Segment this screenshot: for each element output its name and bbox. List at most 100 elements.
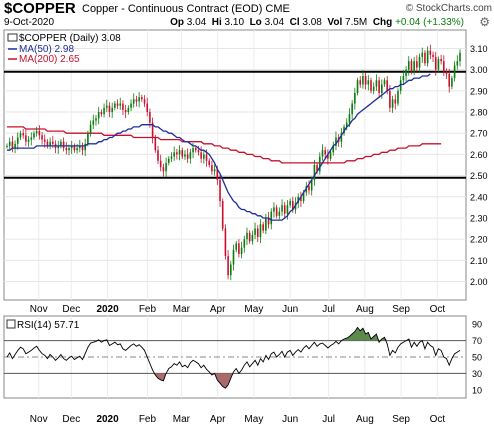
candle-body (372, 86, 375, 91)
candle-body (181, 150, 184, 157)
ma50-line (7, 73, 431, 221)
candle-body (192, 148, 194, 153)
candle-body (176, 152, 178, 155)
candle-body (119, 103, 122, 106)
candle-body (310, 179, 313, 191)
candle-body (173, 152, 175, 157)
candle-body (157, 150, 159, 161)
close-value: 3.08 (302, 17, 322, 28)
chg-value: +0.04 (+1.33%) (395, 17, 464, 28)
candle-body (386, 80, 389, 91)
candle-body (378, 80, 380, 93)
candle-body (256, 228, 259, 238)
candle-body (313, 165, 316, 180)
price-legend: $COPPER (Daily) 3.08 MA(50) 2.98 MA(200)… (7, 33, 121, 65)
candle-body (275, 207, 278, 216)
candle-body (116, 103, 119, 106)
price-grid (4, 30, 466, 300)
candle-body (278, 211, 281, 216)
candle-body (259, 224, 262, 238)
price-tick-label: 2.30 (470, 213, 488, 223)
rsi-axis: 10 30 50 70 90 (472, 320, 482, 396)
rsi-path (6, 326, 461, 389)
vol-label: Vol (327, 17, 343, 28)
candle-body (8, 141, 11, 146)
price-x-label: Mar (173, 304, 191, 315)
candle-body (124, 109, 127, 113)
candle-body (19, 133, 22, 138)
exchange-text: CME (265, 3, 290, 15)
candle-body (238, 243, 240, 254)
price-x-label: Sep (392, 304, 410, 315)
candle-body (429, 50, 432, 55)
candle-body (362, 76, 364, 85)
rsi-x-label: Oct (430, 414, 446, 425)
rsi-tick-label: 10 (472, 385, 482, 395)
candle-body (375, 80, 378, 87)
candle-body (216, 169, 219, 180)
candle-body (33, 133, 35, 138)
price-x-label: Jun (282, 304, 298, 315)
candle-body (292, 201, 294, 210)
legend-ma200: MA(200) 2.65 (19, 54, 80, 65)
candle-body (25, 135, 27, 142)
candle-body (456, 61, 459, 66)
candle-body (335, 137, 337, 146)
candle-body (211, 165, 213, 172)
candle-body (127, 107, 130, 113)
price-x-axis: Nov Dec 2020 Feb Mar Apr May Jun Jul Aug Sep Oct (30, 304, 446, 315)
candle-body (424, 52, 426, 64)
rsi-grid (4, 316, 466, 398)
rsi-tick-label: 30 (472, 369, 482, 379)
price-x-label: 2020 (96, 304, 119, 315)
description-text: Copper - Continuous Contract (EOD) (82, 3, 263, 15)
candle-body (132, 99, 135, 104)
rsi-x-label: Jul (322, 414, 335, 425)
price-panel-frame (3, 29, 467, 301)
candle-body (351, 103, 353, 115)
chart-header: $COPPER Copper - Continuous Contract (EO… (4, 0, 492, 32)
candle-body (308, 186, 310, 191)
candle-body (440, 59, 442, 62)
candle-body (141, 97, 143, 100)
candle-body (41, 135, 43, 140)
candle-body (43, 139, 46, 142)
gear-icon[interactable]: ⚙ (479, 15, 490, 29)
close-label: Cl (289, 17, 300, 28)
candle-body (265, 217, 267, 231)
candle-body (413, 61, 415, 72)
candle-body (332, 145, 335, 153)
candle-body (46, 141, 49, 146)
candle-body (167, 158, 170, 163)
candle-body (407, 61, 410, 70)
candle-body (60, 141, 62, 146)
low-label: Lo (249, 17, 262, 28)
rsi-x-label: Sep (392, 414, 410, 425)
candle-body (200, 152, 202, 159)
candle-body (232, 249, 235, 265)
candle-body (394, 99, 397, 104)
candle-body (159, 160, 162, 168)
candle-body (62, 141, 65, 149)
candle-body (114, 103, 116, 108)
candle-body (316, 165, 318, 172)
candle-body (35, 131, 38, 134)
candle-body (16, 137, 19, 144)
candle-body (103, 107, 105, 115)
candle-body (165, 162, 167, 172)
price-tick-label: 2.20 (470, 235, 488, 245)
candle-body (389, 90, 391, 108)
chg-label: Chg (372, 17, 393, 28)
candle-body (27, 139, 30, 142)
rsi-x-axis: Nov Dec 2020 Feb Mar Apr May Jun Jul Aug Sep Oct (30, 414, 446, 425)
candle-body (302, 192, 305, 202)
candle-body (243, 239, 246, 248)
ma200-line (7, 126, 442, 164)
candle-body (459, 52, 461, 62)
candle-body (84, 143, 87, 151)
candle-body (76, 148, 78, 151)
candle-body (135, 99, 138, 102)
brand-watermark[interactable]: © StockCharts.com (405, 3, 492, 14)
candle-body (229, 264, 232, 276)
